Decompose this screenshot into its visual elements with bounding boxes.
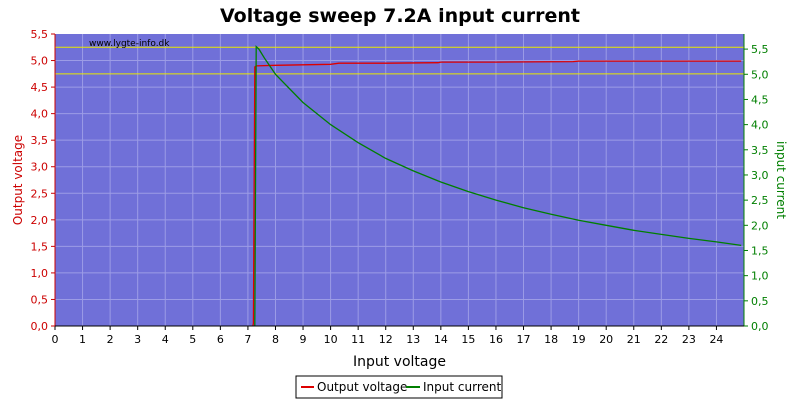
- plot-area: [55, 34, 744, 326]
- y-right-tick-label: 5,0: [751, 68, 769, 81]
- x-tick-label: 0: [52, 333, 59, 346]
- y-left-tick-label: 1,5: [31, 240, 49, 253]
- x-tick-label: 23: [682, 333, 696, 346]
- y-right-axis-label: input current: [774, 141, 788, 219]
- y-right-tick-label: 0,5: [751, 295, 769, 308]
- y-right-tick-label: 2,5: [751, 194, 769, 207]
- y-right-tick-label: 3,5: [751, 144, 769, 157]
- x-tick-label: 17: [517, 333, 531, 346]
- x-tick-label: 3: [134, 333, 141, 346]
- y-left-tick-label: 2,5: [31, 187, 49, 200]
- watermark: www.lygte-info.dk: [89, 39, 170, 49]
- y-left-tick-label: 5,0: [31, 55, 49, 68]
- x-tick-label: 12: [379, 333, 393, 346]
- y-left-tick-label: 1,0: [31, 267, 49, 280]
- y-right-tick-label: 4,5: [751, 93, 769, 106]
- y-right-tick-label: 2,0: [751, 219, 769, 232]
- y-right-tick-label: 0,0: [751, 320, 769, 333]
- x-tick-label: 21: [627, 333, 641, 346]
- x-tick-label: 7: [244, 333, 251, 346]
- y-left-tick-label: 0,5: [31, 293, 49, 306]
- x-axis-label: Input voltage: [353, 354, 446, 370]
- x-tick-label: 15: [461, 333, 475, 346]
- x-tick-label: 2: [107, 333, 114, 346]
- x-tick-label: 9: [300, 333, 307, 346]
- x-tick-label: 11: [351, 333, 365, 346]
- series-line-input-current: [254, 45, 742, 327]
- y-left-tick-label: 2,0: [31, 214, 49, 227]
- x-tick-label: 20: [599, 333, 613, 346]
- y-left-tick-label: 4,0: [31, 108, 49, 121]
- x-tick-label: 19: [572, 333, 586, 346]
- x-tick-label: 10: [324, 333, 338, 346]
- y-right-tick-label: 1,0: [751, 270, 769, 283]
- y-left-tick-label: 3,5: [31, 134, 49, 147]
- x-tick-label: 4: [162, 333, 169, 346]
- x-tick-label: 22: [654, 333, 668, 346]
- y-left-axis-label: Output voltage: [11, 135, 25, 225]
- reference-lines: [55, 46, 744, 75]
- y-right-tick-label: 4,0: [751, 119, 769, 132]
- y-right-tick-label: 3,0: [751, 169, 769, 182]
- x-tick-label: 13: [406, 333, 420, 346]
- x-tick-label: 24: [709, 333, 723, 346]
- x-tick-label: 8: [272, 333, 279, 346]
- legend-box: [295, 375, 503, 399]
- legend-label-input-current: Input current: [423, 380, 501, 394]
- x-tick-label: 1: [79, 333, 86, 346]
- grid: [55, 34, 744, 326]
- x-tick-label: 5: [189, 333, 196, 346]
- x-tick-label: 14: [434, 333, 448, 346]
- y-right-tick-label: 5,5: [751, 43, 769, 56]
- axes: 0 1 2 3 4 5 6 7 8 9 10 11 12 13 14 15 16 17 18 19 20 21 22 23 24…: [31, 28, 769, 346]
- y-left-tick-label: 0,0: [31, 320, 49, 333]
- y-left-tick-label: 3,0: [31, 161, 49, 174]
- x-tick-label: 16: [489, 333, 503, 346]
- y-left-tick-label: 4,5: [31, 81, 49, 94]
- legend-label-output-voltage: Output voltage: [317, 380, 407, 394]
- y-left-tick-label: 5,5: [31, 28, 49, 41]
- chart-title: Voltage sweep 7.2A input current: [220, 5, 580, 27]
- x-tick-label: 6: [217, 333, 224, 346]
- series-group: [252, 45, 742, 327]
- x-tick-label: 18: [544, 333, 558, 346]
- y-right-tick-label: 1,5: [751, 244, 769, 257]
- legend: Output voltage Input current: [295, 375, 503, 399]
